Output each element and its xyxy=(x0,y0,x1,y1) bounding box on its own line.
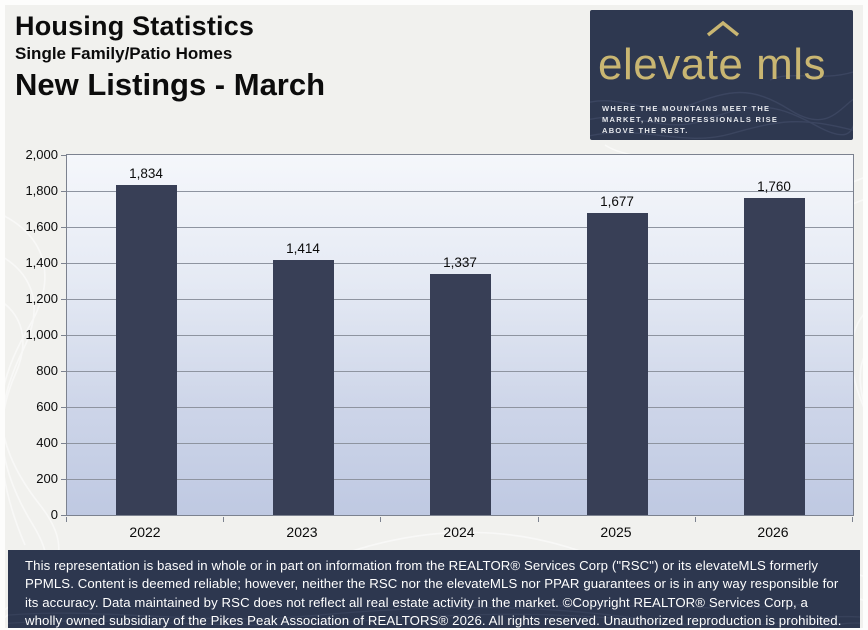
x-axis-label: 2026 xyxy=(757,524,789,540)
y-axis-label: 200 xyxy=(36,471,58,486)
x-axis-label: 2022 xyxy=(129,524,161,540)
page-title: Housing Statistics xyxy=(15,11,255,41)
y-axis-tick xyxy=(61,515,67,516)
logo-tagline: WHERE THE MOUNTAINS MEET THE MARKET, AND… xyxy=(602,103,778,136)
y-axis-tick xyxy=(61,191,67,192)
y-axis-label: 1,800 xyxy=(25,183,58,198)
bar-value-label: 1,760 xyxy=(757,179,791,194)
y-axis-label: 2,000 xyxy=(25,147,58,162)
elevate-mls-logo: elevate mls WHERE THE MOUNTAINS MEET THE… xyxy=(590,10,853,140)
y-axis-tick xyxy=(61,227,67,228)
bar-2025 xyxy=(586,213,648,515)
y-axis-label: 1,000 xyxy=(25,327,58,342)
disclaimer-band: This representation is based in whole or… xyxy=(8,550,860,628)
gridline xyxy=(67,227,853,228)
x-axis-tick xyxy=(695,517,696,522)
x-axis-tick xyxy=(66,517,67,522)
y-axis-label: 0 xyxy=(50,507,58,522)
report-header: Housing Statistics Single Family/Patio H… xyxy=(15,11,325,103)
y-axis-tick xyxy=(61,335,67,336)
y-axis-label: 600 xyxy=(36,399,58,414)
y-axis-tick xyxy=(61,443,67,444)
gridline xyxy=(67,263,853,264)
bar-chart: 1,834 1,414 1,337 1,677 1,760 0 200 400 600 800 1… xyxy=(13,147,854,550)
y-axis-tick xyxy=(61,479,67,480)
y-axis-label: 1,200 xyxy=(25,291,58,306)
page-subtitle: Single Family/Patio Homes xyxy=(15,44,233,63)
gridline xyxy=(67,191,853,192)
y-axis-tick xyxy=(61,407,67,408)
logo-tagline-line3: ABOVE THE REST. xyxy=(602,126,689,135)
bar-2024 xyxy=(429,274,491,515)
bar-value-label: 1,834 xyxy=(129,166,163,181)
x-axis-tick xyxy=(223,517,224,522)
x-axis-label: 2024 xyxy=(443,524,475,540)
x-axis-tick xyxy=(380,517,381,522)
y-axis-tick xyxy=(61,371,67,372)
y-axis-tick xyxy=(61,263,67,264)
mountain-caret-icon xyxy=(706,21,740,37)
y-axis-label: 1,400 xyxy=(25,255,58,270)
y-axis-tick xyxy=(61,299,67,300)
report-page: Housing Statistics Single Family/Patio H… xyxy=(5,5,863,628)
bar-value-label: 1,414 xyxy=(286,241,320,256)
x-axis-label: 2025 xyxy=(600,524,632,540)
x-axis-label: 2023 xyxy=(286,524,318,540)
logo-wordmark: elevate mls xyxy=(598,40,827,89)
y-axis-tick xyxy=(61,155,67,156)
bar-value-label: 1,677 xyxy=(600,194,634,209)
bar-value-label: 1,337 xyxy=(443,255,477,270)
bar-2022 xyxy=(115,185,177,515)
logo-tagline-line1: WHERE THE MOUNTAINS MEET THE xyxy=(602,104,771,113)
x-axis-tick xyxy=(538,517,539,522)
bar-2026 xyxy=(743,198,805,515)
bar-2023 xyxy=(272,260,334,515)
logo-tagline-line2: MARKET, AND PROFESSIONALS RISE xyxy=(602,115,779,124)
y-axis-label: 800 xyxy=(36,363,58,378)
chart-title: New Listings - March xyxy=(15,67,326,102)
y-axis-label: 400 xyxy=(36,435,58,450)
plot-area: 1,834 1,414 1,337 1,677 1,760 xyxy=(66,154,854,516)
disclaimer-text: This representation is based in whole or… xyxy=(25,558,842,628)
x-axis-tick xyxy=(852,517,853,522)
y-axis-label: 1,600 xyxy=(25,219,58,234)
